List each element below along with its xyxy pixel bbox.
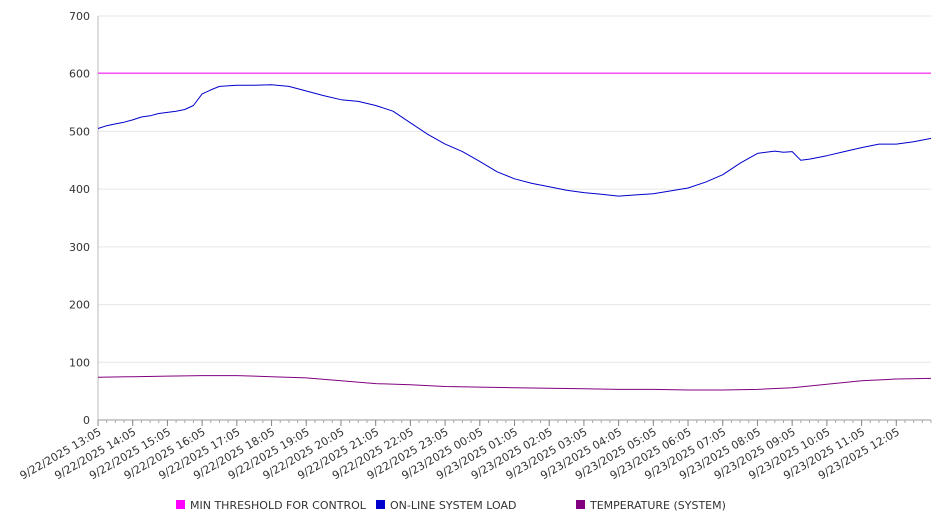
legend-swatch [376,500,385,509]
series-line [97,375,932,391]
series-lines [97,72,932,391]
legend-label: ON-LINE SYSTEM LOAD [390,499,516,512]
grid-lines [98,15,931,363]
x-axis: 9/22/2025 13:059/22/2025 14:059/22/2025 … [18,419,932,482]
y-tick-label: 0 [83,414,90,427]
legend-label: TEMPERATURE (SYSTEM) [589,499,726,512]
y-tick-label: 300 [69,241,90,254]
legend-swatch [176,500,185,509]
y-tick-label: 700 [69,10,90,23]
y-tick-label: 200 [69,299,90,312]
y-tick-label: 500 [69,125,90,138]
legend-label: MIN THRESHOLD FOR CONTROL [190,499,367,512]
y-axis: 0 100 200 300 400 500 600 700 [69,10,99,427]
y-tick-label: 100 [69,356,90,369]
legend: MIN THRESHOLD FOR CONTROL ON-LINE SYSTEM … [176,499,726,512]
legend-swatch [576,500,585,509]
y-tick-label: 400 [69,183,90,196]
y-tick-label: 600 [69,68,90,81]
series-line [97,84,932,197]
